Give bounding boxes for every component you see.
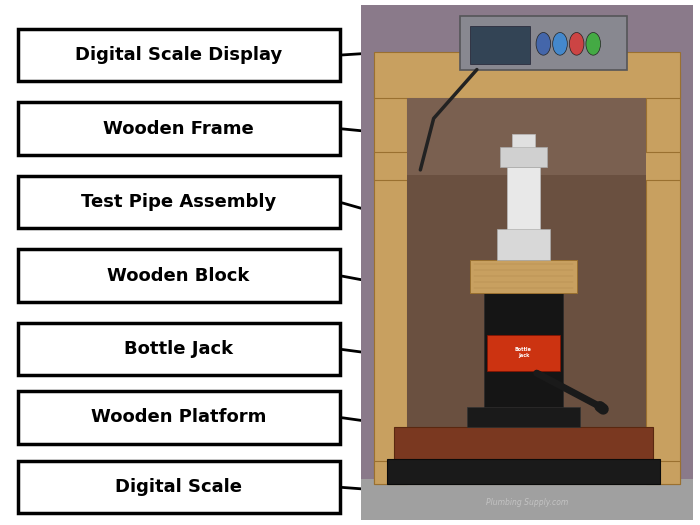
- Text: Plumbing Supply.com: Plumbing Supply.com: [486, 498, 568, 507]
- Bar: [487, 334, 560, 371]
- Bar: [470, 260, 577, 293]
- Bar: [497, 229, 550, 260]
- Bar: [374, 72, 407, 484]
- Circle shape: [586, 33, 601, 55]
- Text: Wooden Block: Wooden Block: [107, 267, 250, 285]
- Text: Bottle Jack: Bottle Jack: [124, 340, 233, 358]
- Bar: [467, 406, 580, 427]
- FancyBboxPatch shape: [18, 323, 340, 375]
- Text: Wooden Frame: Wooden Frame: [103, 120, 254, 138]
- Bar: [374, 152, 680, 180]
- Bar: [374, 460, 680, 484]
- Text: Test Pipe Assembly: Test Pipe Assembly: [81, 193, 276, 211]
- Bar: [512, 134, 535, 146]
- Bar: [461, 16, 626, 69]
- Bar: [500, 146, 547, 167]
- Bar: [484, 293, 564, 406]
- Bar: [507, 167, 540, 229]
- FancyBboxPatch shape: [18, 176, 340, 228]
- FancyBboxPatch shape: [18, 249, 340, 302]
- Bar: [393, 427, 653, 460]
- Text: Digital Scale Display: Digital Scale Display: [75, 46, 282, 64]
- Circle shape: [569, 33, 584, 55]
- Text: Wooden Platform: Wooden Platform: [91, 408, 266, 426]
- Text: Bottle
Jack: Bottle Jack: [515, 347, 532, 358]
- FancyBboxPatch shape: [18, 461, 340, 513]
- Bar: [470, 26, 530, 65]
- Bar: [647, 72, 680, 484]
- Bar: [407, 175, 647, 463]
- Circle shape: [553, 33, 567, 55]
- Bar: [387, 459, 659, 484]
- Bar: [407, 98, 647, 175]
- FancyBboxPatch shape: [18, 391, 340, 444]
- Circle shape: [536, 33, 551, 55]
- Bar: [374, 51, 680, 98]
- Text: Digital Scale: Digital Scale: [115, 478, 242, 496]
- FancyBboxPatch shape: [18, 29, 340, 81]
- FancyBboxPatch shape: [18, 102, 340, 155]
- Bar: [360, 479, 693, 520]
